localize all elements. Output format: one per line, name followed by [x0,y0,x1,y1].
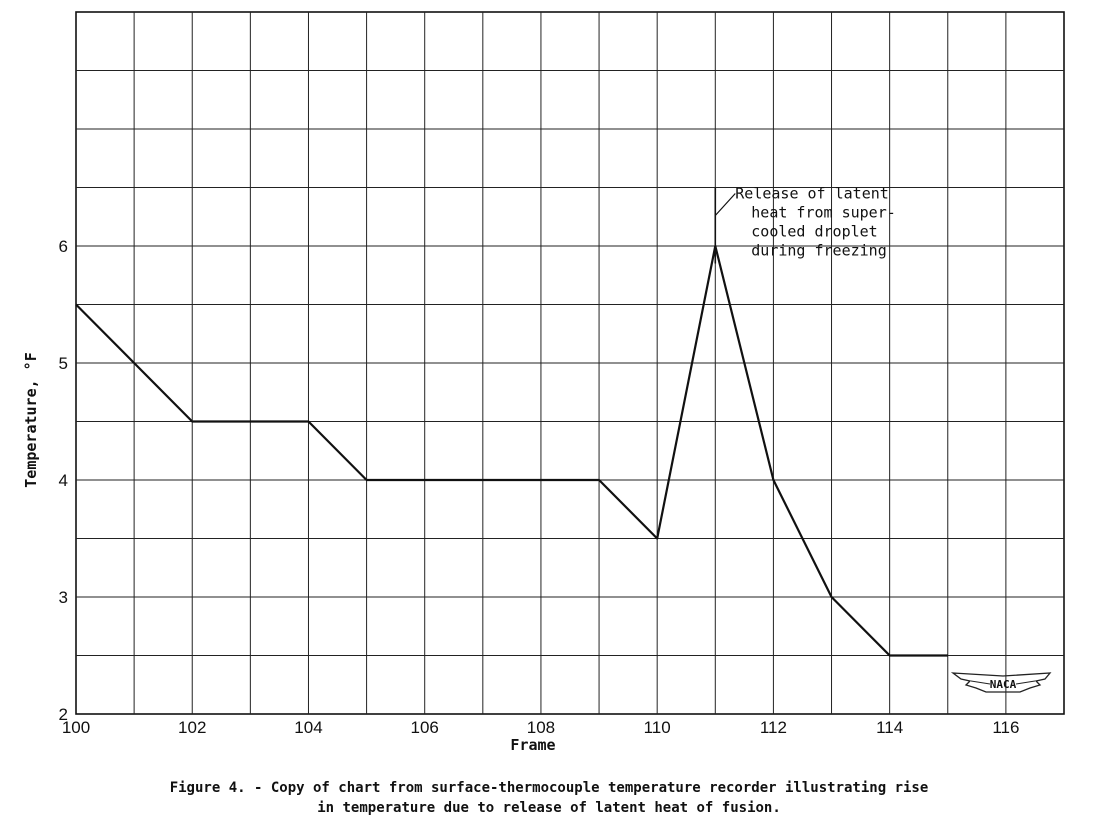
naca-logo-text: NACA [990,678,1017,691]
annotation-line: heat from super- [751,204,896,222]
x-tick-label: 112 [760,718,787,737]
x-axis-label: Frame [510,736,555,754]
x-tick-label: 106 [411,718,439,737]
annotation-line: cooled droplet [751,223,877,241]
x-tick-label: 116 [992,718,1019,737]
x-tick-label: 114 [876,718,903,737]
y-tick-label: 4 [59,471,68,490]
y-tick-label: 2 [59,705,68,724]
caption-line-1: Figure 4. - Copy of chart from surface-t… [170,780,929,796]
x-tick-label: 108 [527,718,555,737]
series-layer [75,244,948,657]
x-tick-label: 104 [294,718,322,737]
grid [76,12,1064,714]
naca-logo: NACA [950,672,1052,693]
x-tick-label: 100 [62,718,90,737]
y-tick-label: 6 [59,237,68,256]
x-tick-labels: 100 102 104 106 108 110 112 114 116 [62,718,1020,737]
series-line [75,244,948,657]
x-tick-label: 110 [644,718,671,737]
y-tick-label: 3 [59,588,68,607]
y-tick-labels: 2 3 4 5 6 [59,237,68,724]
x-tick-label: 102 [178,718,206,737]
annotation: Release of latent heat from super-cooled … [714,185,896,264]
annotation-pointer [714,193,736,216]
annotation-line: Release of latent [735,185,889,203]
annotation-text: Release of latent heat from super-cooled … [735,185,896,260]
caption-line-2: in temperature due to release of latent … [317,800,781,816]
y-axis-label: Temperature, °F [22,352,40,487]
y-tick-label: 5 [59,354,68,373]
annotation-line: during freezing [751,242,886,260]
